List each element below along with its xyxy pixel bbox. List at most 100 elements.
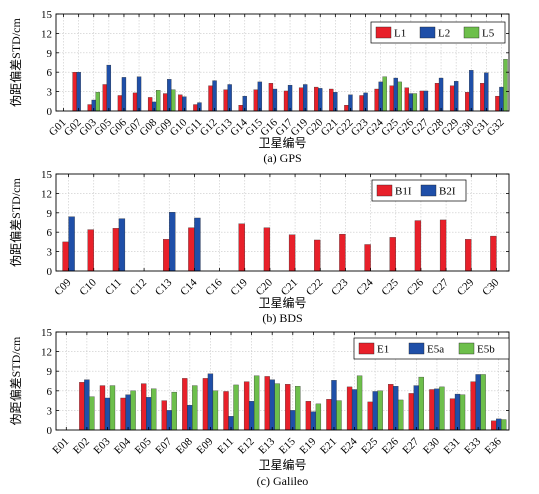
bar-L1-G23 <box>359 95 364 112</box>
bar-E5b-E21 <box>336 400 342 431</box>
y-tick-label: 3 <box>47 87 53 99</box>
x-tick-label-G32: G32 <box>485 117 507 139</box>
x-tick-label-E07: E07 <box>153 435 174 456</box>
bar-L1-G20 <box>314 86 319 112</box>
bar-L1-G27 <box>419 90 425 112</box>
bar-E5a-E21 <box>331 380 337 431</box>
y-tick-label: 9 <box>47 48 53 60</box>
legend-swatch-L5 <box>463 26 480 39</box>
bar-E5a-E12 <box>248 401 255 431</box>
legend: L1 L2 L5 <box>370 21 506 44</box>
bar-L5-G25 <box>397 81 402 112</box>
y-tick-label: 0 <box>47 425 53 437</box>
bar-E1-E04 <box>120 397 126 431</box>
bar-B1I-C30 <box>490 235 497 272</box>
bar-L1-G12 <box>208 85 213 112</box>
bar-E5b-E05 <box>151 388 157 431</box>
bar-E1-E13 <box>264 376 270 431</box>
x-tick-label-E09: E09 <box>195 435 216 456</box>
y-axis-label: 伪距偏差STD/cm <box>8 178 23 267</box>
bar-L5-G32 <box>503 59 508 112</box>
bar-L2-G20 <box>318 88 323 112</box>
bar-B1I-C29 <box>465 239 472 272</box>
bar-E5b-E08 <box>192 385 198 431</box>
bar-L1-G09 <box>163 93 168 112</box>
bar-L2-G15 <box>257 81 263 112</box>
bar-L1-G30 <box>465 92 470 112</box>
bar-E1-E07 <box>161 400 167 431</box>
plot-frame <box>55 331 510 431</box>
legend-swatch-E5b <box>458 342 475 355</box>
legend-swatch-E1 <box>358 342 375 355</box>
bar-E5b-E07 <box>171 391 177 431</box>
bar-L5-G26 <box>412 93 418 112</box>
bar-L1-G08 <box>147 97 153 112</box>
x-tick-label-E11: E11 <box>215 436 236 457</box>
legend-swatch-B1I <box>376 184 393 197</box>
legend-label-E1: E1 <box>377 344 389 356</box>
bar-B1I-C14 <box>188 227 195 272</box>
x-tick-label-C10: C10 <box>77 276 99 298</box>
bar-L5-G24 <box>382 76 387 112</box>
y-tick-label: 9 <box>47 208 53 220</box>
legend-swatch-B2I <box>420 184 437 197</box>
x-tick-label-C11: C11 <box>103 277 124 298</box>
x-tick-label-C25: C25 <box>379 276 401 298</box>
bar-E5a-E24 <box>351 389 358 431</box>
y-tick-label: 12 <box>41 28 52 40</box>
bar-L1-G21 <box>329 88 334 112</box>
bar-B1I-C11 <box>112 228 120 272</box>
bar-L5-G09 <box>171 89 176 112</box>
y-tick-label: 3 <box>47 247 53 259</box>
x-tick-label-C16: C16 <box>203 276 225 298</box>
bar-B1I-C23 <box>339 233 346 272</box>
panel-caption: (c) Galileo <box>257 474 309 488</box>
bar-B1I-C27 <box>439 219 447 272</box>
bar-L1-G14 <box>238 105 243 112</box>
x-tick-label-E30: E30 <box>421 435 442 456</box>
x-tick-label-C26: C26 <box>405 276 427 298</box>
bar-L2-G31 <box>484 72 489 112</box>
bar-L2-G32 <box>499 86 504 112</box>
y-tick-label: 0 <box>47 106 53 118</box>
bar-E5b-E11 <box>233 384 239 431</box>
bar-E1-E03 <box>99 385 106 431</box>
x-tick-label-E21: E21 <box>318 436 339 457</box>
x-tick-label-C30: C30 <box>480 276 502 298</box>
bar-L2-G25 <box>393 77 398 112</box>
bar-E5a-E03 <box>104 397 111 431</box>
bar-E5b-E03 <box>109 385 116 431</box>
bar-B2I-C11 <box>118 218 126 272</box>
legend-label-L5: L5 <box>482 28 495 40</box>
bar-E1-E31 <box>449 398 456 431</box>
bar-E5b-E13 <box>274 383 280 431</box>
bar-E5b-E25 <box>377 390 383 431</box>
bar-B1I-C25 <box>389 237 396 272</box>
x-tick-label-E33: E33 <box>462 435 483 456</box>
x-tick-label-C27: C27 <box>430 276 452 298</box>
x-tick-label-E31: E31 <box>442 436 463 457</box>
legend-label-B1I: B1I <box>395 186 412 198</box>
bar-L2-G30 <box>469 70 474 112</box>
bar-L1-G29 <box>449 85 455 112</box>
bar-E1-E15 <box>285 384 291 431</box>
x-tick-label-C12: C12 <box>128 277 149 298</box>
bar-B2I-C14 <box>194 217 201 272</box>
bar-E5b-E19 <box>315 403 322 431</box>
bar-E1-E19 <box>305 401 312 431</box>
x-tick-label-E04: E04 <box>112 435 133 456</box>
bar-E5b-E26 <box>398 399 404 431</box>
bar-L1-G22 <box>344 105 349 112</box>
x-tick-label-C13: C13 <box>153 276 175 298</box>
bar-B1I-C09 <box>62 241 69 272</box>
bar-L5-G03 <box>95 92 100 112</box>
bar-B1I-C20 <box>263 227 271 272</box>
x-tick-label-E25: E25 <box>359 435 380 456</box>
bar-L2-G27 <box>423 90 429 112</box>
bar-E5b-E36 <box>501 419 507 431</box>
chart-panel-0: 03691215G01G02G03G05G06G07G08G09G10G11G1… <box>8 9 510 165</box>
bar-B1I-C19 <box>238 223 245 272</box>
plot-frame <box>55 13 510 112</box>
bar-E1-E08 <box>182 378 188 431</box>
bar-E5a-E08 <box>187 405 193 431</box>
